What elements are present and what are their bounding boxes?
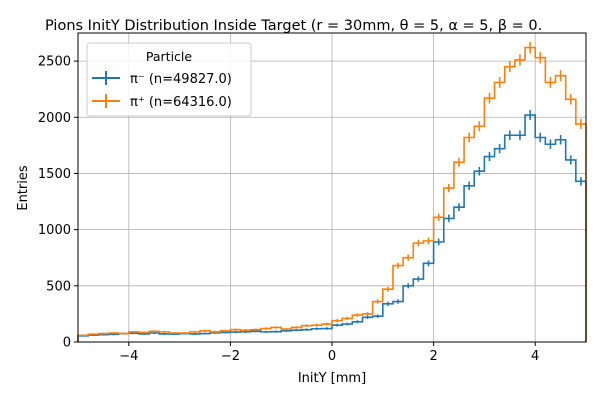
axes: −4 −2 0 2 4 0 500 1000 1500 2000 2500 xyxy=(38,55,539,364)
y-axis-label: Entries xyxy=(16,165,31,211)
grid-lines xyxy=(78,33,586,343)
legend: Particle π⁻ (n=49827.0) π⁺ (n=64316.0) xyxy=(86,42,252,117)
y-tick-label: 0 xyxy=(63,336,71,351)
legend-label-pi-minus: π⁻ (n=49827.0) xyxy=(130,72,232,87)
y-tick-label: 1500 xyxy=(38,167,71,182)
y-tick-label: 1000 xyxy=(38,223,71,238)
legend-title: Particle xyxy=(146,49,192,64)
x-axis-label: InitY [mm] xyxy=(298,371,366,386)
legend-label-pi-plus: π⁺ (n=64316.0) xyxy=(130,95,232,110)
series-step-0 xyxy=(77,114,587,342)
x-tick-label: 0 xyxy=(328,349,336,364)
y-tick-label: 2500 xyxy=(38,55,71,70)
chart-title: Pions InitY Distribution Inside Target (… xyxy=(45,18,542,34)
x-tick-label: −2 xyxy=(221,349,240,364)
series-step-1 xyxy=(77,46,587,342)
x-tick-label: −4 xyxy=(119,349,138,364)
legend-box xyxy=(86,42,252,117)
x-tick-label: 4 xyxy=(531,349,539,364)
legend-entry-pi-minus: π⁻ (n=49827.0) xyxy=(92,71,232,87)
legend-entry-pi-plus: π⁺ (n=64316.0) xyxy=(92,94,232,110)
y-tick-label: 500 xyxy=(46,279,71,294)
x-tick-label: 2 xyxy=(429,349,437,364)
series-layer xyxy=(77,41,587,342)
y-tick-label: 2000 xyxy=(38,111,71,126)
